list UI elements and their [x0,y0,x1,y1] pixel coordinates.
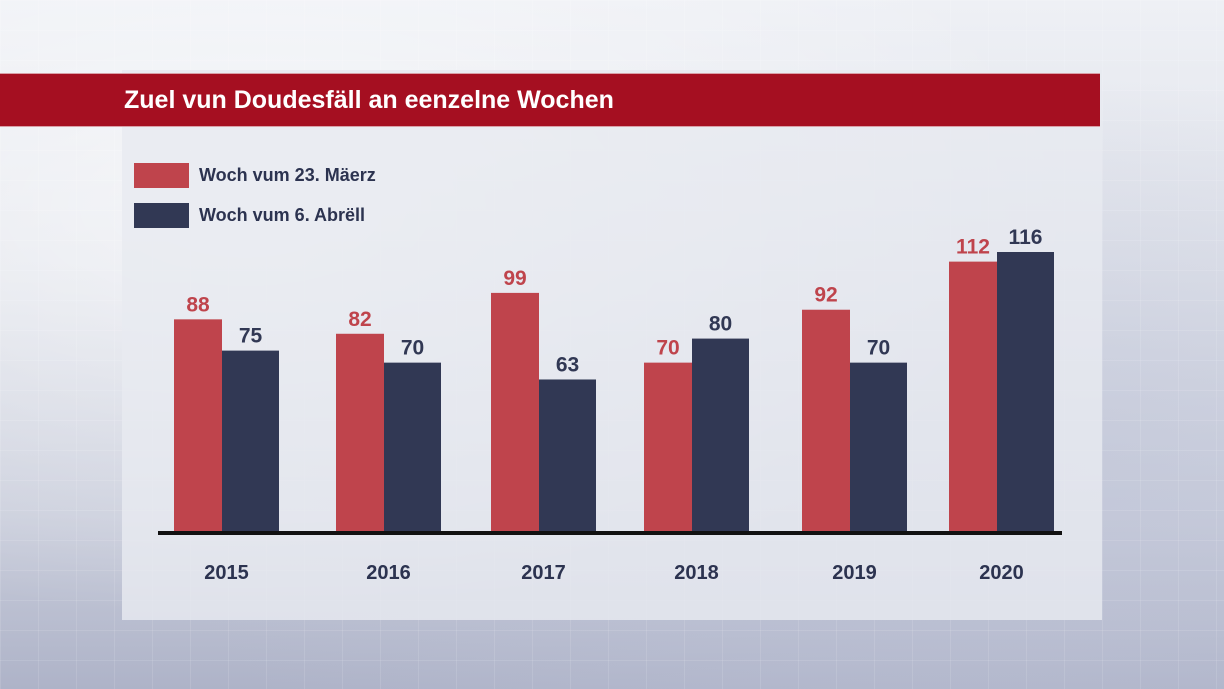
bar-2020-april [997,252,1054,531]
legend: Woch vum 23. Mäerz Woch vum 6. Abrëll [134,155,376,235]
bar-2016-march [336,333,384,531]
value-label-2018-march: 70 [656,337,679,360]
value-label-2017-march: 99 [503,267,526,290]
chart-panel [122,70,1102,620]
value-label-2018-april: 80 [709,313,732,336]
x-axis-line [158,531,1062,535]
bar-2018-april [692,338,749,531]
category-label-2018: 2018 [674,562,719,584]
category-label-2019: 2019 [832,562,877,584]
category-label-2017: 2017 [521,562,566,584]
title-bar [0,73,1100,127]
bar-2015-april [222,350,279,531]
bar-2017-april [539,379,596,531]
bar-2018-march [644,362,692,531]
value-label-2015-march: 88 [186,293,210,316]
category-label-2020: 2020 [979,562,1024,584]
chart-title: Zuel vun Doudesfäll an eenzelne Wochen [124,86,614,114]
value-label-2020-april: 116 [1009,226,1043,249]
category-label-2016: 2016 [366,562,411,584]
legend-label-april: Woch vum 6. Abrëll [199,204,366,225]
bar-2017-march [491,292,539,531]
value-label-2020-march: 112 [956,236,990,259]
legend-swatch-april [134,202,189,228]
bar-2020-march [949,261,997,531]
bar-2019-march [802,309,850,531]
legend-item-march: Woch vum 23. Mäerz [134,155,376,195]
value-label-2017-april: 63 [556,353,579,376]
legend-label-march: Woch vum 23. Mäerz [199,164,376,185]
bar-2016-april [384,362,441,531]
value-label-2016-april: 70 [401,337,424,360]
value-label-2019-april: 70 [867,337,890,360]
bar-2015-march [174,319,222,531]
legend-swatch-march [134,162,189,188]
category-label-2015: 2015 [204,562,249,584]
legend-item-april: Woch vum 6. Abrëll [134,195,376,235]
bar-2019-april [850,362,907,531]
value-label-2015-april: 75 [239,325,263,348]
value-label-2016-march: 82 [348,308,371,331]
value-label-2019-march: 92 [814,284,837,307]
